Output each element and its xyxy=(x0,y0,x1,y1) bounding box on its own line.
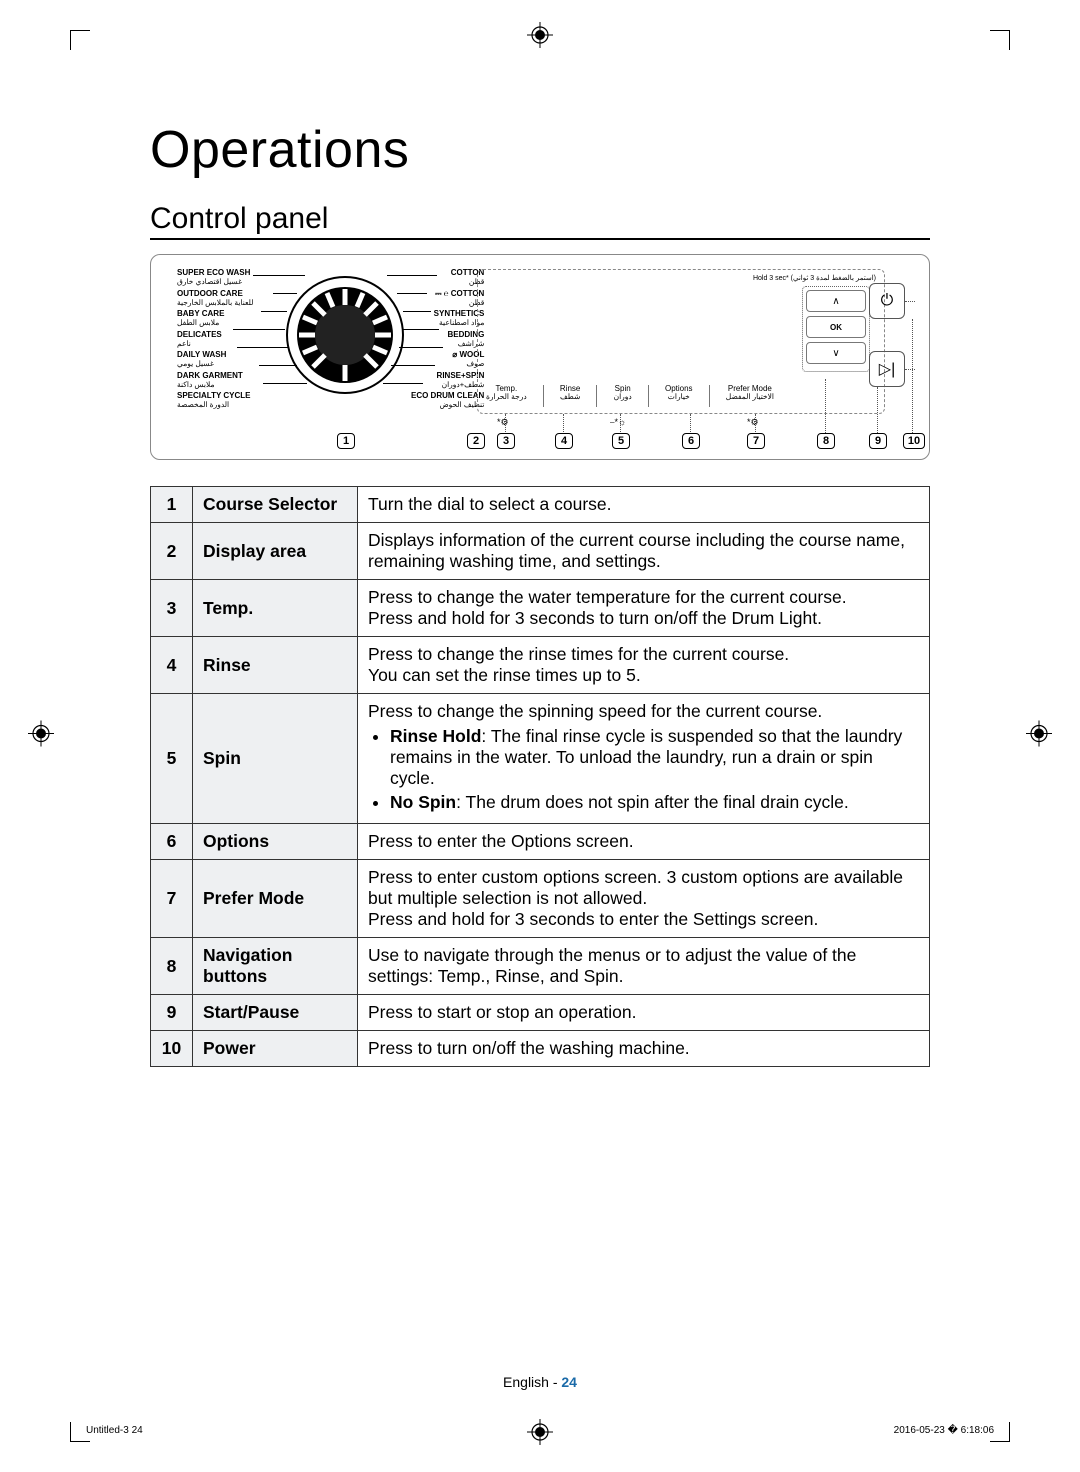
display-button-label[interactable]: Optionsخيارات xyxy=(665,385,693,407)
table-row: 10PowerPress to turn on/off the washing … xyxy=(151,1031,930,1067)
program-labels-right: COTTONقطن ⎓ ℮ COTTONقطن SYNTHETICSمواد اصط… xyxy=(411,269,484,413)
program-label: SPECIALTY CYCLEالدورة المخصصة xyxy=(177,392,253,409)
program-label: RINSE+SPINشطف+دوران xyxy=(411,372,484,389)
program-label: DELICATESناعم xyxy=(177,331,253,348)
callout-9: 9 xyxy=(869,433,887,449)
nav-up-button[interactable]: ∧ xyxy=(806,290,866,312)
display-button-label[interactable]: Rinseشطف xyxy=(560,385,580,407)
table-row: 5SpinPress to change the spinning speed … xyxy=(151,694,930,824)
display-area: (استمر بالضغط لمدة 3 ثواني) *Hold 3 sec … xyxy=(477,269,885,414)
table-row: 1Course SelectorTurn the dial to select … xyxy=(151,487,930,523)
program-label: DARK GARMENTملابس داكنة xyxy=(177,372,253,389)
program-label: COTTONقطن xyxy=(411,269,484,286)
drum-light-icon: *⚙ xyxy=(497,417,509,428)
program-label: OUTDOOR CAREللعناية بالملابس الخارجية xyxy=(177,290,253,307)
program-label: BABY CAREملابس الطفل xyxy=(177,310,253,327)
page-footer-right: 2016-05-23 � 6:18:06 xyxy=(894,1425,994,1436)
control-panel-diagram: SUPER ECO WASHغسيل اقتصادي خارق OUTDOOR C… xyxy=(150,254,930,460)
program-labels-left: SUPER ECO WASHغسيل اقتصادي خارق OUTDOOR C… xyxy=(177,269,253,413)
hold-hint: (استمر بالضغط لمدة 3 ثواني) *Hold 3 sec xyxy=(753,274,876,282)
callout-4: 4 xyxy=(555,433,573,449)
nav-ok-button[interactable]: OK xyxy=(806,316,866,338)
registration-mark-icon xyxy=(527,1419,553,1450)
table-row: 6OptionsPress to enter the Options scree… xyxy=(151,824,930,860)
course-selector-dial[interactable] xyxy=(285,275,405,395)
display-button-label[interactable]: Spinدوران xyxy=(614,385,632,407)
registration-mark-icon xyxy=(527,22,553,53)
callout-5: 5 xyxy=(612,433,630,449)
callout-8: 8 xyxy=(817,433,835,449)
table-row: 3Temp.Press to change the water temperat… xyxy=(151,580,930,637)
power-button[interactable]: ⏻ xyxy=(869,283,905,319)
page-footer-left: Untitled-3 24 xyxy=(86,1425,143,1436)
registration-mark-icon xyxy=(28,721,54,752)
crop-mark xyxy=(70,30,90,50)
crop-mark xyxy=(990,30,1010,50)
settings-icon: *⚙ xyxy=(747,417,759,428)
callout-10: 10 xyxy=(903,433,925,449)
table-row: 4RinsePress to change the rinse times fo… xyxy=(151,637,930,694)
program-label: SUPER ECO WASHغسيل اقتصادي خارق xyxy=(177,269,253,286)
display-button-label[interactable]: Prefer Modeالاختيار المفضل xyxy=(726,385,774,407)
page-title: Operations xyxy=(150,120,930,180)
program-label: SYNTHETICSمواد اصطناعية xyxy=(411,310,484,327)
page-footer-center: English - 24 xyxy=(0,1374,1080,1390)
section-title: Control panel xyxy=(150,202,930,240)
start-pause-button[interactable]: ▷| xyxy=(869,351,905,387)
program-label: BEDDINGشراشف xyxy=(411,331,484,348)
callout-3: 3 xyxy=(497,433,515,449)
program-label: DAILY WASHغسيل يومي xyxy=(177,351,253,368)
table-row: 9Start/PausePress to start or stop an op… xyxy=(151,995,930,1031)
nav-down-button[interactable]: ∨ xyxy=(806,342,866,364)
program-label: ECO DRUM CLEANتنظيف الحوض xyxy=(411,392,484,409)
callout-2: 2 xyxy=(467,433,485,449)
table-row: 2Display areaDisplays information of the… xyxy=(151,523,930,580)
callout-6: 6 xyxy=(682,433,700,449)
program-label: ⎓ ℮ COTTONقطن xyxy=(411,290,484,307)
callout-7: 7 xyxy=(747,433,765,449)
display-button-label[interactable]: Temp.درجة الحرارة xyxy=(486,385,527,407)
navigation-buttons: ∧ OK ∨ xyxy=(802,286,870,372)
callout-1: 1 xyxy=(337,433,355,449)
control-table: 1Course SelectorTurn the dial to select … xyxy=(150,486,930,1067)
spin-icon: ⎯*☼ xyxy=(610,417,626,428)
registration-mark-icon xyxy=(1026,721,1052,752)
table-row: 8Navigation buttonsUse to navigate throu… xyxy=(151,938,930,995)
table-row: 7Prefer ModePress to enter custom option… xyxy=(151,860,930,938)
